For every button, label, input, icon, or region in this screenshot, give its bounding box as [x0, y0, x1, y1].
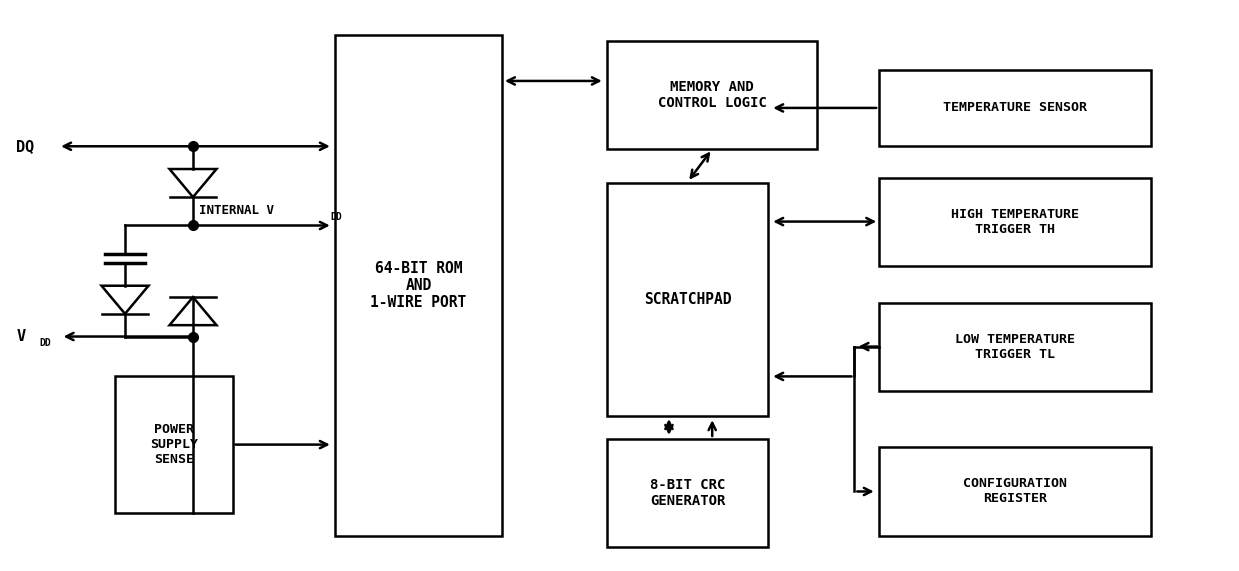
- Text: DQ: DQ: [16, 139, 35, 154]
- Text: 8-BIT CRC
GENERATOR: 8-BIT CRC GENERATOR: [649, 478, 725, 508]
- Bar: [336, 35, 502, 536]
- Text: LOW TEMPERATURE
TRIGGER TL: LOW TEMPERATURE TRIGGER TL: [955, 332, 1075, 360]
- Text: CONFIGURATION
REGISTER: CONFIGURATION REGISTER: [963, 477, 1067, 505]
- Bar: [607, 41, 818, 149]
- Text: DD: DD: [331, 211, 342, 222]
- Text: TEMPERATURE SENSOR: TEMPERATURE SENSOR: [943, 102, 1087, 114]
- Bar: [607, 439, 768, 547]
- Text: POWER
SUPPLY
SENSE: POWER SUPPLY SENSE: [150, 423, 198, 466]
- Text: V: V: [16, 329, 25, 344]
- Text: 64-BIT ROM
AND
1-WIRE PORT: 64-BIT ROM AND 1-WIRE PORT: [370, 260, 467, 311]
- Bar: [607, 183, 768, 416]
- Text: SCRATCHPAD: SCRATCHPAD: [644, 292, 731, 307]
- Bar: [880, 70, 1151, 146]
- Text: DD: DD: [40, 339, 52, 348]
- Text: INTERNAL V: INTERNAL V: [199, 204, 274, 217]
- Text: MEMORY AND
CONTROL LOGIC: MEMORY AND CONTROL LOGIC: [658, 80, 767, 110]
- Bar: [115, 376, 233, 513]
- Bar: [880, 448, 1151, 536]
- Text: HIGH TEMPERATURE
TRIGGER TH: HIGH TEMPERATURE TRIGGER TH: [952, 208, 1079, 236]
- Bar: [880, 303, 1151, 391]
- Bar: [880, 178, 1151, 266]
